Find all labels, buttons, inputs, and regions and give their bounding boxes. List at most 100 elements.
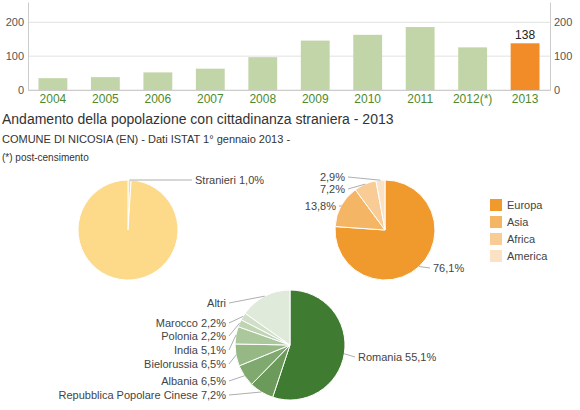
slice-value: 76,1% bbox=[433, 262, 464, 274]
leader-line bbox=[229, 316, 243, 323]
y-tick-label: 0 bbox=[554, 84, 560, 96]
slice-value: 6,5% bbox=[201, 358, 226, 370]
x-tick: 2008 bbox=[249, 90, 276, 106]
x-tick: 2010 bbox=[354, 90, 381, 106]
x-tick-label: 2004 bbox=[40, 92, 67, 106]
slice-value: 6,5% bbox=[201, 375, 226, 387]
annotation: (*) post-censimento bbox=[2, 152, 89, 163]
bar bbox=[38, 78, 67, 90]
slice bbox=[235, 344, 290, 366]
pie-chart: Romania55,1% Repubblica Popolare Cinese7,… bbox=[58, 290, 436, 401]
slice bbox=[78, 180, 178, 280]
x-tick-label: 2012(*) bbox=[453, 92, 492, 106]
slice-value: 2,2% bbox=[201, 330, 226, 342]
slice-value: 5,1% bbox=[201, 344, 226, 356]
pie-chart: Stranieri1,0% bbox=[78, 174, 264, 280]
legend-label: Asia bbox=[507, 216, 529, 228]
slice bbox=[376, 180, 385, 230]
bar bbox=[458, 47, 487, 90]
x-tick-label: 2005 bbox=[92, 92, 119, 106]
bar bbox=[511, 43, 540, 90]
x-tick-label: 2006 bbox=[144, 92, 171, 106]
axis-line bbox=[550, 3, 551, 91]
slice-category: Polonia bbox=[161, 330, 199, 342]
legend: EuropaAsiaAfricaAmerica bbox=[490, 199, 548, 262]
y-axis: 0 100 200 bbox=[550, 3, 572, 97]
y-tick: 100 bbox=[6, 50, 28, 62]
slice-label: Polonia2,2% bbox=[161, 330, 226, 342]
bars bbox=[38, 27, 539, 90]
slice-category: Albania bbox=[161, 375, 199, 387]
chart-root: 1380100200010020020042005200620072008200… bbox=[0, 0, 580, 410]
slice-labels: 76,1% 13,8% 7,2%2,9% bbox=[305, 171, 465, 274]
slice-label: Altri bbox=[207, 297, 226, 309]
y-tick-label: 200 bbox=[6, 16, 24, 28]
slice-value: 7,2% bbox=[201, 389, 226, 401]
bar bbox=[406, 27, 435, 90]
x-tick-label: 2011 bbox=[407, 92, 433, 106]
x-tick: 2013 bbox=[512, 90, 539, 106]
bar bbox=[196, 69, 225, 90]
slice-category: Romania bbox=[358, 351, 403, 363]
bar bbox=[143, 72, 172, 90]
bar-chart: 1380100200010020020042005200620072008200… bbox=[2, 3, 572, 164]
x-tick-label: 2009 bbox=[302, 92, 329, 106]
slice-label: Repubblica Popolare Cinese7,2% bbox=[58, 389, 226, 401]
bar bbox=[301, 41, 330, 90]
slice-labels: Stranieri1,0% bbox=[130, 174, 265, 186]
slice-category: Bielorussia bbox=[144, 358, 199, 370]
leader-line bbox=[229, 392, 261, 395]
legend-swatch bbox=[490, 250, 502, 262]
slice-value: 55,1% bbox=[405, 351, 436, 363]
legend-swatch bbox=[490, 216, 502, 228]
y-tick-label: 100 bbox=[6, 50, 24, 62]
x-axis: 200420052006200720082009201020112012(*)2… bbox=[29, 90, 551, 106]
slices bbox=[78, 180, 178, 280]
slice-category: Altri bbox=[207, 297, 226, 309]
x-tick: 2009 bbox=[302, 90, 329, 106]
slice bbox=[335, 180, 435, 280]
y-tick-label: 200 bbox=[554, 16, 572, 28]
x-tick: 2004 bbox=[40, 90, 67, 106]
grid-line bbox=[28, 22, 550, 23]
leader-line bbox=[229, 376, 244, 381]
leader-line bbox=[348, 177, 380, 180]
x-tick-label: 2013 bbox=[512, 92, 539, 106]
data-labels: 138 bbox=[515, 28, 535, 42]
slice-label: Marocco2,2% bbox=[156, 317, 226, 329]
leader-line bbox=[339, 205, 341, 206]
slice-labels: Romania55,1% Repubblica Popolare Cinese7,… bbox=[58, 296, 436, 401]
chart-svg: 1380100200010020020042005200620072008200… bbox=[0, 0, 580, 410]
slice-label: 2,9% bbox=[320, 171, 345, 183]
grid bbox=[28, 22, 550, 90]
slice-label: Bielorussia6,5% bbox=[144, 358, 226, 370]
slice-value: 7,2% bbox=[320, 183, 345, 195]
slice-value: 2,9% bbox=[320, 171, 345, 183]
leader-line bbox=[419, 267, 430, 268]
slice bbox=[355, 181, 385, 230]
y-tick: 0 bbox=[18, 84, 28, 96]
bar bbox=[91, 77, 120, 90]
y-tick: 0 bbox=[550, 84, 560, 96]
x-tick-label: 2010 bbox=[354, 92, 381, 106]
bar bbox=[248, 57, 277, 90]
legend-swatch bbox=[490, 199, 502, 211]
slice-value: 1,0% bbox=[239, 174, 264, 186]
slice-label: 7,2% bbox=[320, 183, 345, 195]
leader-line bbox=[130, 180, 192, 181]
y-axis: 0 100 200 bbox=[6, 3, 29, 97]
y-tick: 100 bbox=[550, 50, 572, 62]
leader-line bbox=[348, 184, 365, 189]
title: Andamento della popolazione con cittadin… bbox=[2, 111, 394, 127]
slice-value: 13,8% bbox=[305, 200, 336, 212]
legend-label: America bbox=[507, 250, 548, 262]
leader-line bbox=[229, 355, 236, 364]
bar bbox=[353, 35, 382, 90]
x-tick: 2006 bbox=[144, 90, 171, 106]
slice-label: Romania55,1% bbox=[358, 351, 436, 363]
slice-label: 76,1% bbox=[433, 262, 464, 274]
slice-label: Stranieri1,0% bbox=[195, 174, 264, 186]
slice-label: India5,1% bbox=[174, 344, 226, 356]
x-tick: 2012(*) bbox=[453, 90, 492, 106]
slices bbox=[235, 290, 345, 400]
